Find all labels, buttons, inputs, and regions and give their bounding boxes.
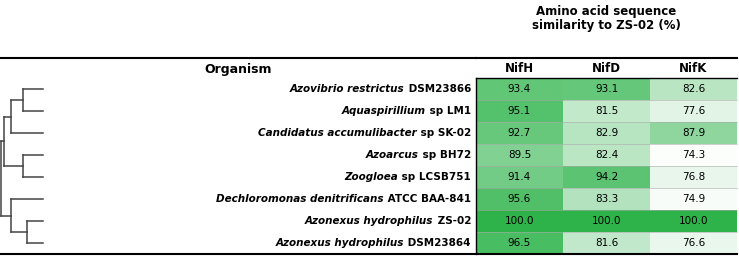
Text: 82.6: 82.6 (682, 84, 705, 94)
Text: Azoarcus: Azoarcus (366, 150, 419, 160)
Text: 92.7: 92.7 (508, 128, 531, 138)
Text: Organism: Organism (204, 63, 272, 76)
Text: NifD: NifD (592, 63, 621, 76)
Bar (563, 188, 650, 210)
Text: Azonexus hydrophilus: Azonexus hydrophilus (276, 238, 404, 248)
Text: 95.6: 95.6 (508, 194, 531, 204)
Text: 100.0: 100.0 (678, 216, 708, 226)
Text: NifH: NifH (505, 63, 534, 76)
Bar (476, 144, 563, 166)
Text: Candidatus accumulibacter: Candidatus accumulibacter (258, 128, 417, 138)
Bar (563, 232, 650, 254)
Text: Aquaspirillium: Aquaspirillium (342, 106, 426, 116)
Text: sp SK-02: sp SK-02 (417, 128, 471, 138)
Text: 94.2: 94.2 (595, 172, 618, 182)
Text: ZS-02: ZS-02 (434, 216, 471, 226)
Text: Amino acid sequence: Amino acid sequence (537, 5, 677, 18)
Text: 100.0: 100.0 (505, 216, 534, 226)
Bar (650, 166, 737, 188)
Text: similarity to ZS-02 (%): similarity to ZS-02 (%) (532, 18, 681, 31)
Bar (476, 188, 563, 210)
Text: Zoogloea: Zoogloea (344, 172, 398, 182)
Text: 93.1: 93.1 (595, 84, 618, 94)
Text: sp LCSB751: sp LCSB751 (398, 172, 471, 182)
Bar (650, 144, 737, 166)
Text: DSM23866: DSM23866 (405, 84, 471, 94)
Text: 81.6: 81.6 (595, 238, 618, 248)
Text: 81.5: 81.5 (595, 106, 618, 116)
Text: 89.5: 89.5 (508, 150, 531, 160)
Text: Azonexus hydrophilus: Azonexus hydrophilus (305, 216, 434, 226)
Text: 82.4: 82.4 (595, 150, 618, 160)
Text: sp LM1: sp LM1 (426, 106, 471, 116)
Bar (563, 122, 650, 144)
Text: 76.8: 76.8 (682, 172, 705, 182)
Bar (650, 100, 737, 122)
Bar (650, 78, 737, 100)
Text: 74.9: 74.9 (682, 194, 705, 204)
Text: 76.6: 76.6 (682, 238, 705, 248)
Text: DSM23864: DSM23864 (404, 238, 471, 248)
Text: 77.6: 77.6 (682, 106, 705, 116)
Text: 91.4: 91.4 (508, 172, 531, 182)
Bar (650, 232, 737, 254)
Text: sp BH72: sp BH72 (419, 150, 471, 160)
Text: 82.9: 82.9 (595, 128, 618, 138)
Bar (476, 210, 563, 232)
Bar (563, 78, 650, 100)
Bar (650, 210, 737, 232)
Text: Azovibrio restrictus: Azovibrio restrictus (290, 84, 405, 94)
Text: 95.1: 95.1 (508, 106, 531, 116)
Text: 87.9: 87.9 (682, 128, 705, 138)
Bar (563, 100, 650, 122)
Bar (563, 144, 650, 166)
Bar (476, 78, 563, 100)
Text: 83.3: 83.3 (595, 194, 618, 204)
Text: 93.4: 93.4 (508, 84, 531, 94)
Text: ATCC BAA-841: ATCC BAA-841 (384, 194, 471, 204)
Text: NifK: NifK (679, 63, 708, 76)
Text: 74.3: 74.3 (682, 150, 705, 160)
Text: 96.5: 96.5 (508, 238, 531, 248)
Bar (476, 122, 563, 144)
Bar (476, 232, 563, 254)
Bar (650, 122, 737, 144)
Bar (476, 166, 563, 188)
Text: Dechloromonas denitrificans: Dechloromonas denitrificans (217, 194, 384, 204)
Text: 100.0: 100.0 (592, 216, 621, 226)
Bar (650, 188, 737, 210)
Bar (476, 100, 563, 122)
Bar (563, 166, 650, 188)
Bar (563, 210, 650, 232)
